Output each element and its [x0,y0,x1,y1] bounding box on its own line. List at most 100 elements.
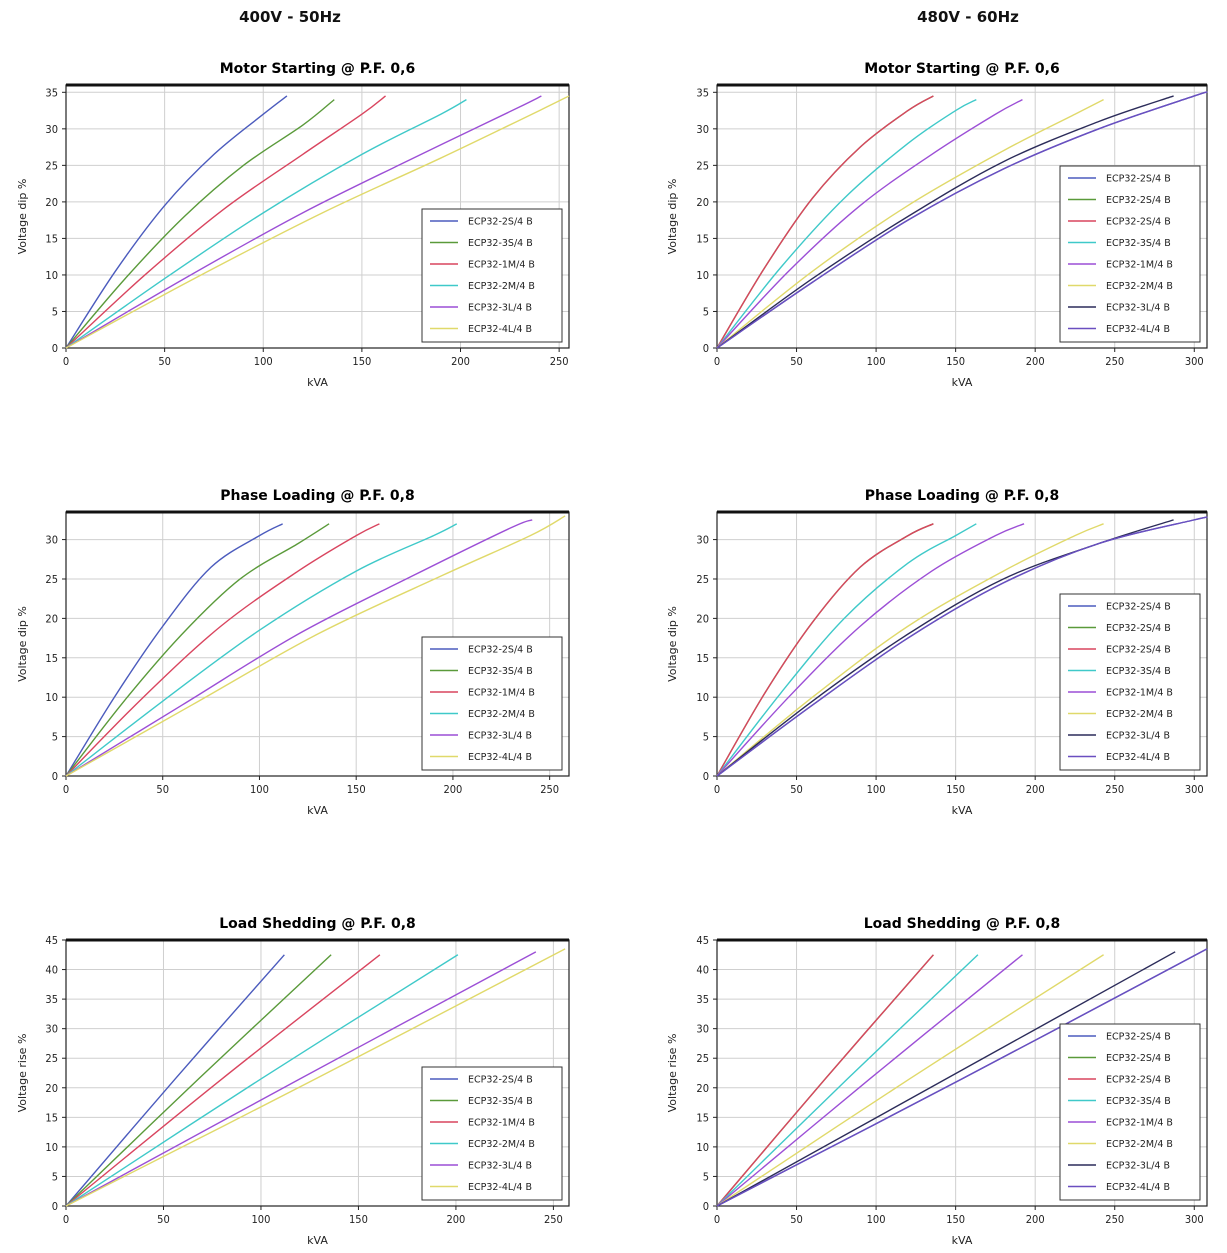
x-tick-label: 50 [157,1213,170,1226]
y-tick-label: 5 [52,305,58,318]
series-line [65,523,458,777]
series-line [65,523,380,777]
x-tick-label: 0 [714,783,720,796]
series-line [716,523,934,777]
x-tick-label: 100 [254,355,273,368]
y-tick-label: 15 [696,652,709,665]
y-tick-label: 20 [696,612,709,625]
x-tick-label: 150 [946,783,965,796]
y-tick-label: 25 [45,573,58,586]
y-tick-label: 0 [52,770,58,783]
x-tick-label: 100 [252,1213,271,1226]
legend-label: ECP32-4L/4 B [1106,752,1170,763]
y-tick-label: 10 [696,1141,709,1154]
legend-label: ECP32-3L/4 B [1106,731,1170,742]
x-tick-label: 100 [867,1213,886,1226]
y-tick-label: 0 [52,342,58,355]
chart-title: Load Shedding @ P.F. 0,8 [864,916,1061,932]
x-axis-label: kVA [307,376,328,389]
legend-label: ECP32-2S/4 B [468,1075,533,1086]
series-line [716,954,934,1207]
x-tick-label: 100 [867,783,886,796]
x-tick-label: 200 [1026,1213,1045,1226]
series-line [65,523,283,777]
legend-label: ECP32-3S/4 B [468,666,533,677]
chart-phase-loading-480v: Phase Loading @ P.F. 0,80 50 100 150 200 250 3… [666,488,1208,817]
y-tick-label: 5 [703,305,709,318]
legend-label: ECP32-2M/4 B [468,709,535,720]
y-tick-label: 40 [696,964,709,977]
x-axis-label: kVA [307,1234,328,1247]
y-tick-label: 30 [45,123,58,136]
x-tick-label: 200 [1026,355,1045,368]
y-tick-label: 30 [696,534,709,547]
series-line [716,95,1174,349]
y-tick-label: 45 [696,934,709,947]
legend-label: ECP32-1M/4 B [1106,688,1173,699]
x-tick-label: 50 [790,1213,803,1226]
y-tick-label: 35 [45,993,58,1006]
legend-label: ECP32-2M/4 B [468,281,535,292]
column-title-400v: 400V - 50Hz [239,8,341,26]
legend-label: ECP32-3S/4 B [1106,666,1171,677]
legend-label: ECP32-1M/4 B [468,688,535,699]
series-line [716,523,1025,777]
legend-label: ECP32-2S/4 B [1106,217,1171,228]
y-tick-label: 25 [696,1052,709,1065]
series-line [716,523,1104,777]
x-tick-label: 50 [158,355,171,368]
y-tick-label: 20 [45,196,58,209]
legend-label: ECP32-3L/4 B [1106,1161,1170,1172]
y-tick-label: 15 [45,232,58,245]
series-line [65,954,285,1207]
y-tick-label: 15 [696,232,709,245]
legend-box [421,636,563,771]
x-tick-label: 150 [347,783,366,796]
x-tick-label: 0 [63,1213,69,1226]
y-tick-label: 20 [696,1082,709,1095]
series-line [65,99,467,349]
y-axis-label: Voltage dip % [16,179,29,255]
legend-label: ECP32-2S/4 B [1106,623,1171,634]
series-line [716,954,1104,1207]
y-tick-label: 20 [45,1082,58,1095]
legend-label: ECP32-2S/4 B [468,645,533,656]
legend-label: ECP32-1M/4 B [1106,1118,1173,1129]
series-line [716,523,977,777]
y-tick-label: 10 [45,691,58,704]
series-line [65,954,332,1207]
legend-label: ECP32-4L/4 B [468,752,532,763]
legend-label: ECP32-3L/4 B [468,1161,532,1172]
y-tick-label: 15 [45,1111,58,1124]
y-tick-label: 20 [696,196,709,209]
x-axis-label: kVA [952,376,973,389]
y-tick-label: 10 [696,269,709,282]
series-line [65,951,537,1207]
y-axis-label: Voltage dip % [666,606,679,682]
y-axis-label: Voltage rise % [16,1034,29,1113]
x-tick-label: 200 [1026,783,1045,796]
legend-label: ECP32-2S/4 B [1106,174,1171,185]
legend-label: ECP32-3S/4 B [1106,238,1171,249]
series-line [65,95,386,349]
x-tick-label: 250 [550,355,569,368]
x-tick-label: 150 [349,1213,368,1226]
series-line [65,954,459,1207]
chart-title: Load Shedding @ P.F. 0,8 [219,916,416,932]
y-tick-label: 25 [696,573,709,586]
legend-label: ECP32-3L/4 B [468,731,532,742]
legend-box [421,208,563,343]
chart-motor-starting-400v: Motor Starting @ P.F. 0,60 50 100 150 200 250… [16,61,570,389]
y-tick-label: 30 [696,1023,709,1036]
x-tick-label: 50 [790,783,803,796]
series-line [65,519,533,777]
series-line [716,98,1023,349]
y-tick-label: 35 [45,86,58,99]
x-axis-label: kVA [952,804,973,817]
y-tick-label: 10 [696,691,709,704]
legend-label: ECP32-3S/4 B [468,1096,533,1107]
y-tick-label: 35 [696,993,709,1006]
y-tick-label: 0 [703,1200,709,1213]
y-tick-label: 10 [45,1141,58,1154]
legend-label: ECP32-3L/4 B [1106,303,1170,314]
